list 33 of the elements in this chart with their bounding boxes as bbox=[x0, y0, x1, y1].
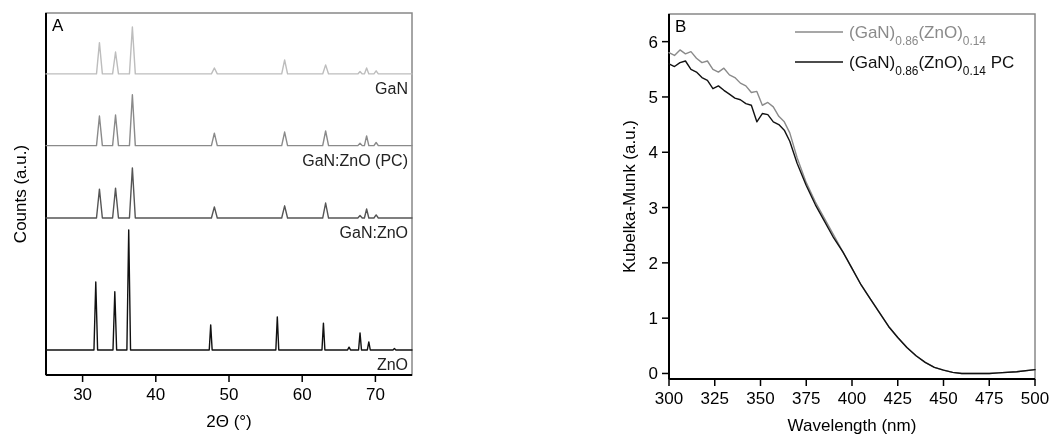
y-tick-label: 0 bbox=[648, 364, 658, 384]
x-axis-title: 2Θ (°) bbox=[206, 412, 252, 431]
y-tick-label: 5 bbox=[648, 87, 658, 107]
series-label: GaN:ZnO bbox=[339, 224, 408, 242]
y-tick-label: 3 bbox=[648, 198, 658, 218]
x-tick-label: 50 bbox=[219, 385, 239, 404]
chart-title: A bbox=[52, 16, 64, 35]
series-label: GaN:ZnO (PC) bbox=[302, 151, 408, 169]
y-axis-title: Kubelka-Munk (a.u.) bbox=[620, 119, 639, 274]
y-tick-label: 1 bbox=[648, 309, 658, 329]
x-tick-label: 500 bbox=[1020, 389, 1050, 408]
series-label: GaN bbox=[375, 79, 408, 97]
y-tick-label: 2 bbox=[648, 253, 658, 273]
legend-label: (GaN)$_{0.86}$(ZnO)$_{0.14}$ bbox=[849, 23, 987, 48]
x-tick-label: 425 bbox=[883, 389, 912, 408]
legend-label: (GaN)$_{0.86}$(ZnO)$_{0.14}$ PC bbox=[849, 53, 1015, 78]
x-tick-label: 40 bbox=[146, 385, 166, 404]
x-axis-title: Wavelength (nm) bbox=[787, 416, 917, 435]
x-tick-label: 475 bbox=[975, 389, 1004, 408]
x-tick-label: 60 bbox=[292, 385, 312, 404]
x-tick-label: 400 bbox=[837, 389, 867, 408]
x-tick-label: 450 bbox=[929, 389, 958, 408]
x-tick-label: 350 bbox=[746, 389, 775, 408]
x-tick-label: 325 bbox=[700, 389, 729, 408]
y-tick-label: 6 bbox=[648, 32, 658, 52]
chart-title: B bbox=[675, 17, 687, 36]
x-tick-label: 300 bbox=[654, 389, 684, 408]
x-tick-label: 70 bbox=[365, 385, 385, 404]
series-label: ZnO bbox=[376, 355, 408, 373]
x-tick-label: 30 bbox=[73, 385, 93, 404]
y-axis-title: Counts (a.u.) bbox=[11, 144, 30, 244]
y-tick-label: 4 bbox=[648, 143, 658, 163]
x-tick-label: 375 bbox=[792, 389, 821, 408]
